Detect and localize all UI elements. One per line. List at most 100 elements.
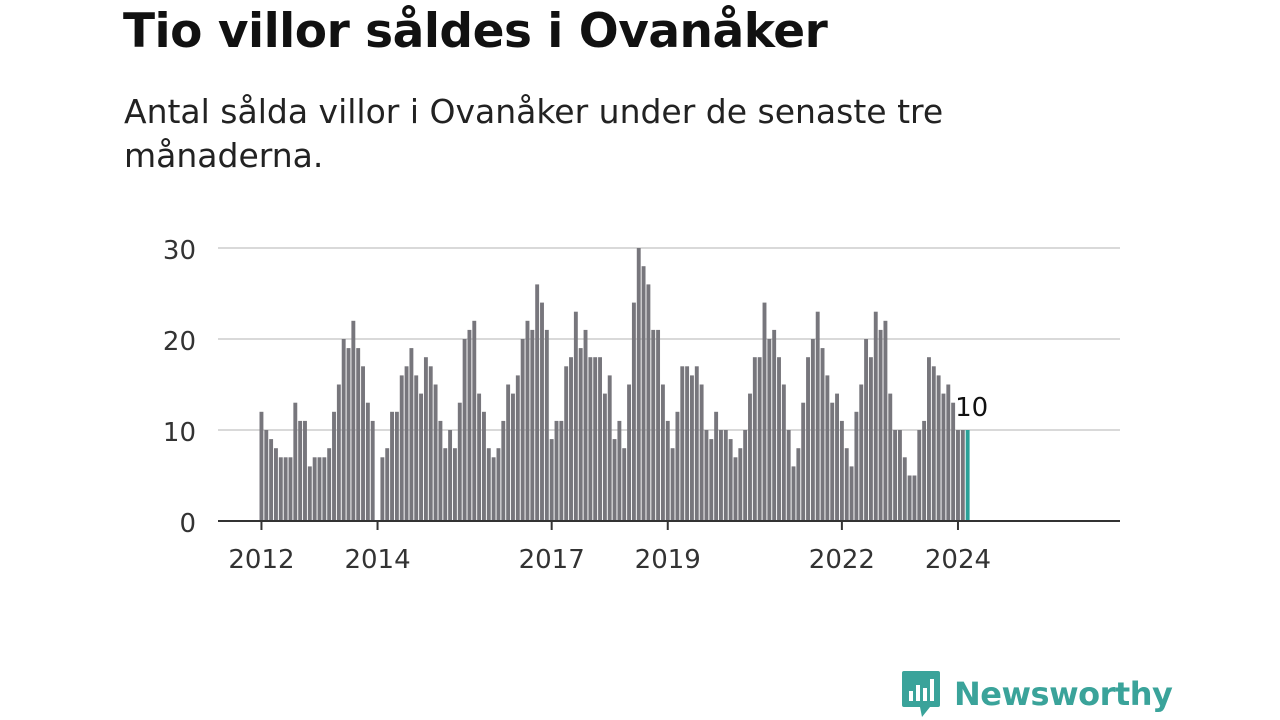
- bar: [810, 339, 815, 521]
- bar: [733, 457, 738, 521]
- bar: [917, 430, 922, 521]
- bar: [767, 339, 772, 521]
- bar: [670, 448, 675, 521]
- bar: [312, 457, 317, 521]
- bar: [777, 357, 781, 521]
- bar: [646, 284, 651, 521]
- bar: [839, 420, 844, 521]
- bar: [946, 384, 951, 521]
- bar: [772, 329, 777, 521]
- bar: [893, 430, 898, 521]
- bar: [956, 430, 960, 521]
- bar: [559, 420, 564, 521]
- brand-name: Newsworthy: [954, 675, 1173, 713]
- y-axis-ticks: 0 10 20 30: [163, 236, 196, 539]
- bar: [278, 457, 283, 521]
- bar: [641, 266, 646, 521]
- bar: [259, 411, 264, 521]
- bar: [762, 302, 767, 521]
- bar: [714, 411, 719, 521]
- bar: [723, 430, 728, 521]
- bar: [951, 402, 956, 521]
- bar: [868, 357, 873, 521]
- bar: [419, 393, 424, 521]
- bar: [520, 339, 525, 521]
- bar: [491, 457, 496, 521]
- bar: [317, 457, 322, 521]
- bar: [332, 411, 336, 521]
- bar: [752, 357, 757, 521]
- bar: [897, 430, 902, 521]
- bar: [791, 466, 796, 521]
- bar: [269, 439, 274, 521]
- bar: [423, 357, 428, 521]
- bar: [801, 402, 806, 521]
- x-tick-label: 2019: [635, 545, 701, 575]
- x-tick-label: 2012: [228, 545, 294, 575]
- bar: [346, 348, 351, 521]
- y-tick-label: 10: [163, 418, 196, 448]
- x-tick-label: 2024: [925, 545, 991, 575]
- bar: [651, 329, 656, 521]
- bar: [351, 320, 356, 521]
- bar: [341, 339, 346, 521]
- bar: [675, 411, 680, 521]
- bar: [622, 448, 627, 521]
- bar: [757, 357, 762, 521]
- bar: [370, 420, 375, 521]
- bar: [738, 448, 743, 521]
- bar: [404, 366, 409, 521]
- bar: [264, 430, 269, 521]
- bar: [864, 339, 869, 521]
- chart-title: Tio villor såldes i Ovanåker: [123, 4, 828, 59]
- bar: [443, 448, 448, 521]
- bar: [501, 420, 506, 521]
- x-axis-ticks: 2012 2014 2017 2019 2022 2024: [228, 521, 991, 575]
- bar: [578, 348, 583, 521]
- bar: [303, 420, 307, 521]
- bar: [849, 466, 854, 521]
- bar: [907, 475, 912, 521]
- bar: [283, 457, 288, 521]
- y-tick-label: 0: [179, 509, 196, 539]
- bar: [438, 420, 443, 521]
- bar: [530, 329, 535, 521]
- bar: [448, 430, 453, 521]
- bar: [482, 411, 486, 521]
- bar: [694, 366, 699, 521]
- bar: [390, 411, 394, 521]
- bar: [627, 384, 632, 521]
- bar: [859, 384, 864, 521]
- bar: [288, 457, 293, 521]
- bar: [660, 384, 665, 521]
- bar: [462, 339, 467, 521]
- highlight-value-label: 10: [955, 393, 988, 423]
- bar: [569, 357, 573, 521]
- bar: [496, 448, 501, 521]
- bar: [554, 420, 559, 521]
- bar: [477, 393, 482, 521]
- bar: [931, 366, 936, 521]
- bar: [835, 393, 839, 521]
- bar: [786, 430, 791, 521]
- bar: [433, 384, 438, 521]
- chart-subtitle: Antal sålda villor i Ovanåker under de s…: [124, 92, 944, 175]
- bar: [602, 393, 607, 521]
- bar: [883, 320, 888, 521]
- bar: [607, 375, 612, 521]
- bar: [612, 439, 617, 521]
- bar: [820, 348, 825, 521]
- bar: [293, 402, 298, 521]
- bar: [815, 311, 820, 521]
- bar: [830, 402, 835, 521]
- bar: [704, 430, 709, 521]
- bar: [617, 420, 622, 521]
- bar: [636, 248, 641, 521]
- bar: [689, 375, 694, 521]
- bar: [806, 357, 810, 521]
- bar: [796, 448, 801, 521]
- bar: [540, 302, 544, 521]
- bar: [709, 439, 714, 521]
- bar: [511, 393, 515, 521]
